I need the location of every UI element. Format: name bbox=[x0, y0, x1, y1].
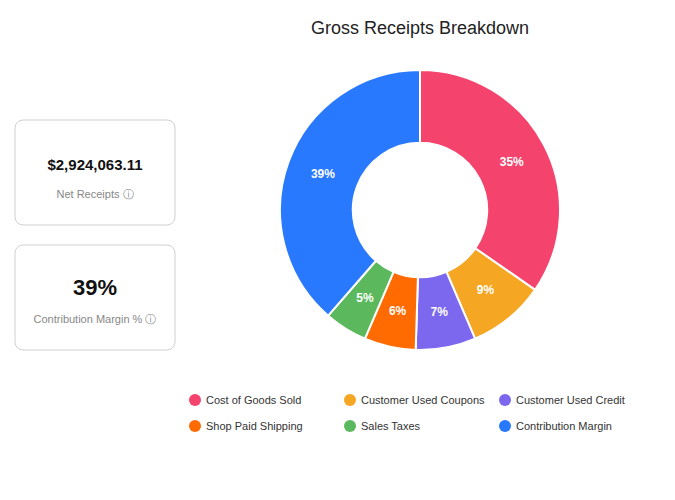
kpi-label: Contribution Margin % ⓘ bbox=[34, 313, 157, 325]
legend-swatch bbox=[344, 394, 356, 406]
kpi-value: 39% bbox=[73, 275, 117, 300]
kpi-value: $2,924,063.11 bbox=[47, 156, 142, 173]
slice bbox=[280, 70, 420, 316]
kpi-card: $2,924,063.11 Net Receipts ⓘ bbox=[15, 120, 175, 225]
legend-item: Sales Taxes bbox=[344, 420, 421, 432]
legend: Cost of Goods Sold Customer Used Coupons C… bbox=[189, 394, 625, 432]
legend-swatch bbox=[189, 394, 201, 406]
data-label: 39% bbox=[311, 167, 335, 181]
legend-item: Customer Used Credit bbox=[499, 394, 625, 406]
chart-root: Gross Receipts Breakdown $2,924,063.11 Net… bbox=[0, 0, 675, 500]
legend-swatch bbox=[344, 420, 356, 432]
slice bbox=[420, 70, 560, 290]
legend-swatch bbox=[499, 394, 511, 406]
legend-label: Contribution Margin bbox=[516, 420, 612, 432]
data-label: 35% bbox=[500, 155, 524, 169]
legend-swatch bbox=[189, 420, 201, 432]
legend-item: Contribution Margin bbox=[499, 420, 612, 432]
legend-item: Cost of Goods Sold bbox=[189, 394, 301, 406]
slice bbox=[416, 272, 475, 350]
data-label: 7% bbox=[431, 305, 449, 319]
donut bbox=[280, 70, 560, 350]
data-label: 9% bbox=[477, 283, 495, 297]
data-label: 6% bbox=[389, 304, 407, 318]
kpi-card-box bbox=[15, 245, 175, 350]
legend-label: Sales Taxes bbox=[361, 420, 421, 432]
legend-label: Shop Paid Shipping bbox=[206, 420, 303, 432]
kpi-cards: $2,924,063.11 Net Receipts ⓘ 39% Contributi… bbox=[15, 120, 175, 350]
legend-label: Cost of Goods Sold bbox=[206, 394, 301, 406]
kpi-card: 39% Contribution Margin % ⓘ bbox=[15, 245, 175, 350]
legend-item: Customer Used Coupons bbox=[344, 394, 485, 406]
legend-item: Shop Paid Shipping bbox=[189, 420, 303, 432]
legend-swatch bbox=[499, 420, 511, 432]
kpi-card-box bbox=[15, 120, 175, 225]
kpi-label: Net Receipts ⓘ bbox=[56, 188, 133, 200]
data-labels: 35% 9% 7% 6% 5% 39% bbox=[311, 155, 524, 319]
legend-label: Customer Used Credit bbox=[516, 394, 625, 406]
data-label: 5% bbox=[356, 291, 374, 305]
title: Gross Receipts Breakdown bbox=[311, 18, 529, 38]
legend-label: Customer Used Coupons bbox=[361, 394, 485, 406]
